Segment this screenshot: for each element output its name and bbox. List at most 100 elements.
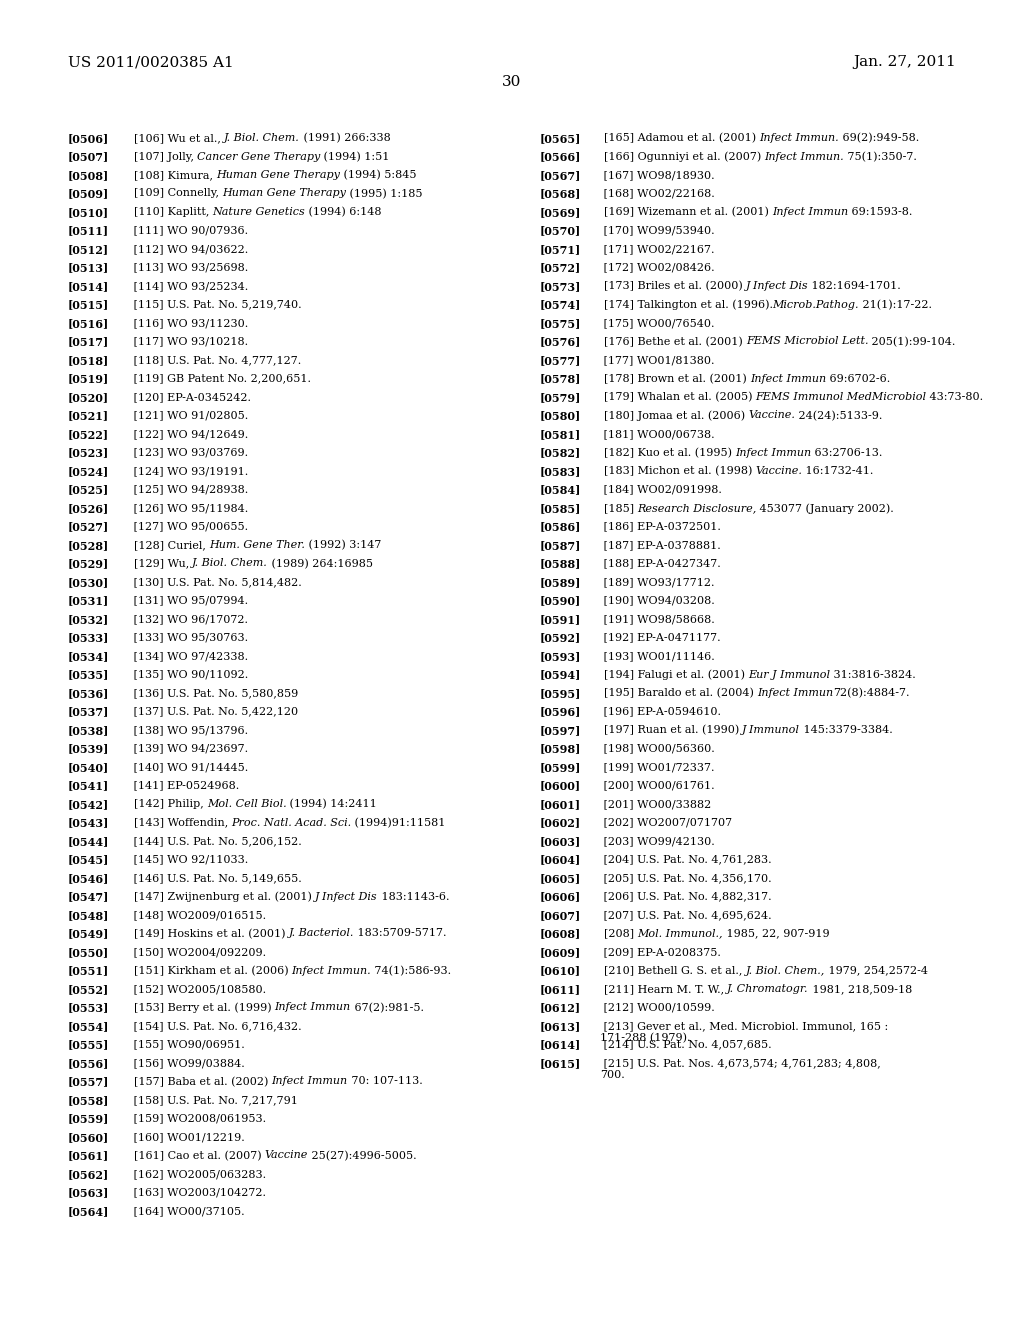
Text: [0527]: [0527] [68,521,110,532]
Text: [0575]: [0575] [540,318,582,329]
Text: [0520]: [0520] [68,392,110,403]
Text: [0550]: [0550] [68,946,110,958]
Text: [0568]: [0568] [540,189,582,199]
Text: [165] Adamou et al. (2001): [165] Adamou et al. (2001) [603,133,759,144]
Text: [157] Baba et al. (2002): [157] Baba et al. (2002) [133,1077,271,1086]
Text: [0603]: [0603] [540,836,582,847]
Text: 1981, 218,509-18: 1981, 218,509-18 [809,983,912,994]
Text: [0558]: [0558] [68,1096,110,1106]
Text: [0511]: [0511] [68,226,110,236]
Text: [0522]: [0522] [68,429,110,440]
Text: [212] WO00/10599.: [212] WO00/10599. [600,1002,715,1012]
Text: [113] WO 93/25698.: [113] WO 93/25698. [130,263,248,272]
Text: [0595]: [0595] [540,688,582,700]
Text: [0564]: [0564] [68,1206,110,1217]
Text: [0587]: [0587] [540,540,582,550]
Text: [184] WO02/091998.: [184] WO02/091998. [600,484,722,495]
Text: [0530]: [0530] [68,577,110,587]
Text: Infect Immun: Infect Immun [772,207,848,216]
Text: [0577]: [0577] [540,355,582,366]
Text: Vaccine.: Vaccine. [756,466,802,477]
Text: [176] Bethe et al. (2001): [176] Bethe et al. (2001) [603,337,745,347]
Text: [114] WO 93/25234.: [114] WO 93/25234. [130,281,248,290]
Text: (1989) 264:16985: (1989) 264:16985 [268,558,373,569]
Text: [213] Gever et al., Med. Microbiol. Immunol, 165 :
171-288 (1979).: [213] Gever et al., Med. Microbiol. Immu… [600,1020,888,1043]
Text: [0597]: [0597] [540,725,582,737]
Text: [120] EP-A-0345242.: [120] EP-A-0345242. [130,392,251,403]
Text: [0596]: [0596] [540,706,582,718]
Text: [126] WO 95/11984.: [126] WO 95/11984. [130,503,248,513]
Text: [0526]: [0526] [68,503,110,513]
Text: [0512]: [0512] [68,244,110,255]
Text: [0513]: [0513] [68,263,110,273]
Text: [0523]: [0523] [68,447,110,458]
Text: [0589]: [0589] [540,577,582,587]
Text: [0532]: [0532] [68,614,110,624]
Text: [202] WO2007/071707: [202] WO2007/071707 [600,817,732,828]
Text: [130] U.S. Pat. No. 5,814,482.: [130] U.S. Pat. No. 5,814,482. [130,577,302,587]
Text: 183:1143-6.: 183:1143-6. [378,891,449,902]
Text: [141] EP-0524968.: [141] EP-0524968. [130,780,240,791]
Text: [107] Jolly,: [107] Jolly, [133,152,197,161]
Text: [0506]: [0506] [68,133,110,144]
Text: [0592]: [0592] [540,632,582,644]
Text: [0581]: [0581] [540,429,582,440]
Text: [0588]: [0588] [540,558,582,569]
Text: [136] U.S. Pat. No. 5,580,859: [136] U.S. Pat. No. 5,580,859 [130,688,298,698]
Text: [0594]: [0594] [540,669,582,681]
Text: 69:1593-8.: 69:1593-8. [848,207,912,216]
Text: [163] WO2003/104272.: [163] WO2003/104272. [130,1188,266,1197]
Text: 74(1):586-93.: 74(1):586-93. [372,965,452,975]
Text: [0538]: [0538] [68,725,110,737]
Text: [196] EP-A-0594610.: [196] EP-A-0594610. [600,706,721,717]
Text: [0604]: [0604] [540,854,582,866]
Text: [0534]: [0534] [68,651,110,663]
Text: [0586]: [0586] [540,521,582,532]
Text: [169] Wizemann et al. (2001): [169] Wizemann et al. (2001) [603,207,772,218]
Text: [0537]: [0537] [68,706,110,718]
Text: 69(2):949-58.: 69(2):949-58. [839,133,919,144]
Text: [0599]: [0599] [540,762,582,774]
Text: Infect Immun: Infect Immun [750,374,826,384]
Text: [0583]: [0583] [540,466,582,477]
Text: FEMS Immunol MedMicrobiol: FEMS Immunol MedMicrobiol [756,392,927,403]
Text: [0606]: [0606] [540,891,582,903]
Text: (1992) 3:147: (1992) 3:147 [305,540,381,550]
Text: Hum. Gene Ther.: Hum. Gene Ther. [209,540,305,550]
Text: [0552]: [0552] [68,983,110,995]
Text: [150] WO2004/092209.: [150] WO2004/092209. [130,946,266,957]
Text: [0546]: [0546] [68,873,110,884]
Text: [164] WO00/37105.: [164] WO00/37105. [130,1206,245,1216]
Text: [208]: [208] [603,928,637,939]
Text: [0514]: [0514] [68,281,110,292]
Text: [123] WO 93/03769.: [123] WO 93/03769. [130,447,248,458]
Text: [0508]: [0508] [68,170,110,181]
Text: [0593]: [0593] [540,651,582,663]
Text: [161] Cao et al. (2007): [161] Cao et al. (2007) [133,1151,264,1160]
Text: [0547]: [0547] [68,891,110,903]
Text: [207] U.S. Pat. No. 4,695,624.: [207] U.S. Pat. No. 4,695,624. [600,909,772,920]
Text: [0591]: [0591] [540,614,582,624]
Text: [145] WO 92/11033.: [145] WO 92/11033. [130,854,248,865]
Text: [195] Baraldo et al. (2004): [195] Baraldo et al. (2004) [603,688,757,698]
Text: [0519]: [0519] [68,374,110,384]
Text: [174] Talkington et al. (1996).: [174] Talkington et al. (1996). [603,300,772,310]
Text: [0521]: [0521] [68,411,110,421]
Text: [0559]: [0559] [68,1114,110,1125]
Text: [149] Hoskins et al. (2001): [149] Hoskins et al. (2001) [133,928,289,939]
Text: [108] Kimura,: [108] Kimura, [133,170,216,180]
Text: [0570]: [0570] [540,226,582,236]
Text: [0584]: [0584] [540,484,582,495]
Text: [0540]: [0540] [68,762,110,774]
Text: Infect Immun.: Infect Immun. [292,965,372,975]
Text: [110] Kaplitt,: [110] Kaplitt, [133,207,212,216]
Text: [134] WO 97/42338.: [134] WO 97/42338. [130,651,248,661]
Text: [210] Bethell G. S. et al.,: [210] Bethell G. S. et al., [603,965,745,975]
Text: [0569]: [0569] [540,207,582,218]
Text: [106] Wu et al.,: [106] Wu et al., [133,133,224,143]
Text: [124] WO 93/19191.: [124] WO 93/19191. [130,466,248,477]
Text: [0556]: [0556] [68,1059,110,1069]
Text: [0585]: [0585] [540,503,582,513]
Text: [0533]: [0533] [68,632,110,644]
Text: 145:3379-3384.: 145:3379-3384. [800,725,893,735]
